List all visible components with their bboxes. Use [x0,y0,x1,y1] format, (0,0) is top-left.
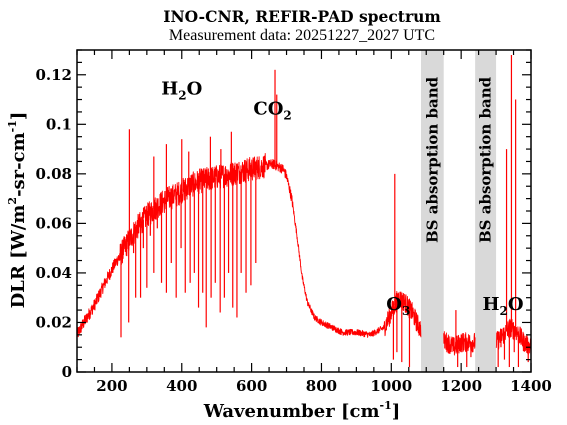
titles: INO-CNR, REFIR-PAD spectrum Measurement … [163,7,441,44]
axes: 200 400 600 800 1000 1200 1400 0 0.02 0.04 0.06 0.0… [6,49,552,422]
chart-subtitle: Measurement data: 20251227_2027 UTC [169,27,435,44]
absorption-band-label: BS absorption band [477,76,495,243]
molecule-annotation: H2O [161,79,202,103]
y-axis-label: DLR [W/m2-sr-cm-1] [6,112,29,309]
x-tick-label: 800 [306,377,337,395]
molecule-annotation: H2O [483,294,524,318]
annotations: BS absorption band BS absorption band H2O C… [161,76,523,318]
y-tick-label: 0 [62,363,72,381]
x-tick-label: 400 [166,377,197,395]
chart-title: INO-CNR, REFIR-PAD spectrum [163,7,441,26]
y-tick-label: 0.08 [35,165,72,183]
y-tick-label: 0.1 [46,115,72,133]
molecule-annotation: CO2 [253,98,291,122]
absorption-band-2 [475,50,497,372]
x-tick-label: 1400 [510,377,552,395]
spectrum-line [76,152,532,356]
y-tick-label: 0.12 [35,66,72,84]
x-tick-label: 600 [236,377,267,395]
x-tick-label: 1000 [370,377,412,395]
x-axis-label: Wavenumber [cm-1] [203,399,401,422]
absorption-bands [420,50,497,372]
absorption-band-label: BS absorption band [423,76,441,243]
molecule-annotation: O3 [386,294,410,318]
x-tick-label: 1200 [440,377,482,395]
y-tick-label: 0.06 [35,214,72,232]
spectrum-series [76,54,532,368]
absorption-band-1 [420,50,444,372]
x-tick-label: 200 [96,377,127,395]
y-tick-label: 0.02 [35,313,72,331]
y-tick-label: 0.04 [35,264,72,282]
